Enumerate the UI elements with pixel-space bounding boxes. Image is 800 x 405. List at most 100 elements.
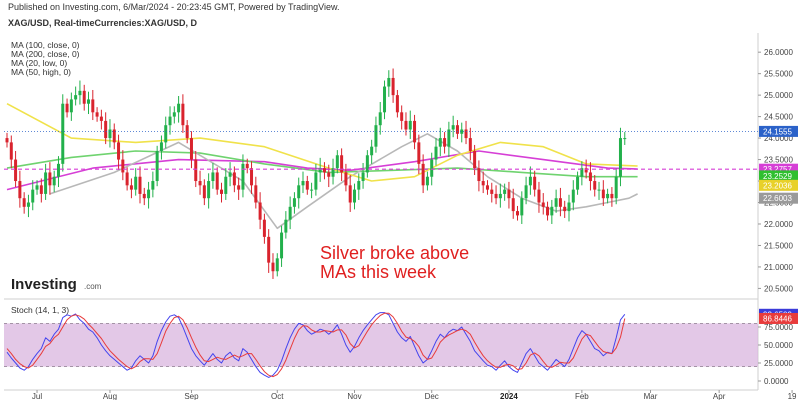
ma20-line [50,134,638,229]
x-tick-label: Oct [271,392,284,400]
candle-body [310,190,313,191]
candle-body [246,164,249,168]
candle-body [542,203,545,207]
candle-body [482,181,485,185]
candle-body [593,181,596,190]
candle-body [108,129,111,138]
y-tick-label: 25.5000 [764,70,793,79]
y-tick-label: 21.0000 [764,263,793,272]
candle-body [216,172,219,189]
candle-body [392,78,395,95]
candle-body [164,125,167,142]
candle-body [340,155,343,172]
stoch-y-tick-label: 50.0000 [764,341,793,350]
candle-body [387,78,390,87]
price-tag-label: 23.2529 [763,172,792,181]
annotation-line-1: Silver broke above [320,243,469,263]
stoch-band [4,323,758,366]
candle-body [456,125,459,134]
candle-body [100,117,103,121]
candle-body [31,190,34,203]
candle-body [567,203,570,212]
candle-body [383,87,386,113]
candle-body [443,138,446,147]
x-tick-label: Nov [347,392,361,400]
candle-body [237,185,240,189]
y-tick-label: 26.0000 [764,48,793,57]
published-line: Published on Investing.com, 6/Mar/2024 -… [8,2,340,12]
x-tick-label: Feb [575,392,589,400]
candle-body [229,172,232,176]
candle-body [576,177,579,190]
candle-body [36,185,39,189]
candle-body [10,142,13,159]
candle-body [357,181,360,190]
price-tag-label: 22.6003 [763,194,792,203]
candle-body [18,181,21,198]
candle-body [306,181,309,190]
candle-body [447,129,450,146]
candle-body [525,185,528,198]
candle-body [610,194,613,198]
candle-body [469,138,472,151]
candle-body [404,121,407,130]
candle-body [177,104,180,113]
indicator-ma50-label: MA (50, high, 0) [11,67,71,77]
candle-body [520,198,523,215]
candle-body [263,220,266,237]
y-tick-label: 20.5000 [764,284,793,293]
candle-body [74,95,77,99]
stoch-y-tick-label: 75.0000 [764,323,793,332]
x-tick-label: Sep [184,392,199,400]
candle-body [426,177,429,186]
candle-body [207,181,210,198]
stoch-title: Stoch (14, 1, 3) [11,305,69,315]
candle-body [623,138,626,139]
candle-body [147,190,150,199]
candle-body [598,190,601,191]
candle-body [130,185,133,189]
candle-body [173,112,176,116]
x-tick-label: 19 [788,392,797,400]
candle-body [503,190,506,194]
candle-body [143,194,146,198]
candle-body [134,177,137,190]
y-tick-label: 21.5000 [764,241,793,250]
candle-body [422,164,425,185]
candle-body [293,198,296,207]
candle-body [490,190,493,194]
candle-body [473,151,476,168]
price-tag-label: 86.8446 [763,314,792,323]
candle-body [23,198,26,207]
candle-body [233,172,236,185]
candle-body [546,207,549,216]
candle-body [280,233,283,259]
y-tick-label: 22.0000 [764,220,793,229]
candle-body [156,151,159,181]
candle-body [555,198,558,207]
candle-body [126,172,129,185]
stoch-y-tick-label: 0.0000 [764,377,789,386]
x-tick-label: Dec [425,392,439,400]
candle-body [160,142,163,151]
candle-body [396,95,399,112]
candle-body [53,177,56,186]
x-tick-label: 2024 [500,392,518,400]
candle-body [559,198,562,207]
candle-body [276,258,279,271]
candle-body [572,190,575,203]
candle-body [259,203,262,220]
candle-body [529,177,532,186]
candle-body [435,147,438,160]
candle-body [48,172,51,185]
candle-body [6,138,9,142]
candle-body [14,160,17,181]
candle-body [353,190,356,203]
candle-body [224,177,227,194]
candle-body [169,117,172,126]
candle-body [70,99,73,112]
candle-body [199,181,202,185]
ma200-line [7,151,638,177]
candle-body [190,138,193,159]
candle-body [91,99,94,112]
